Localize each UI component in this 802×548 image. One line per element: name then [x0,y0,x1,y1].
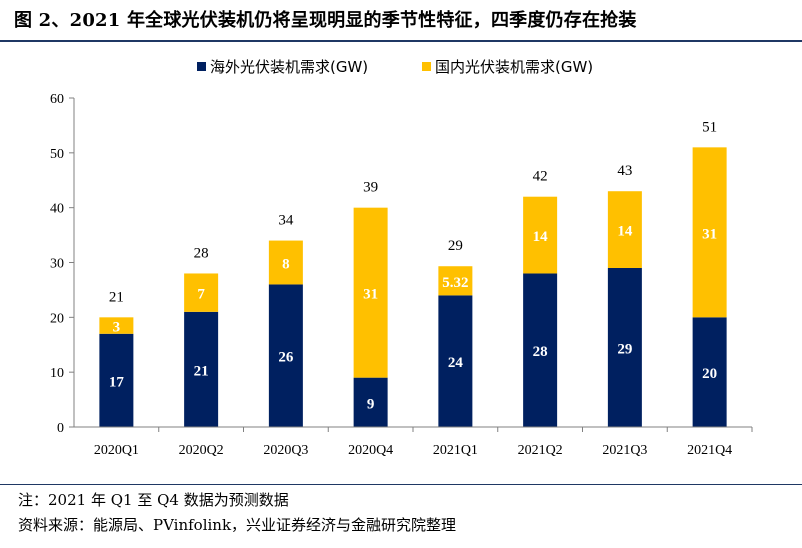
bar-domestic [692,147,727,318]
y-tick-label: 10 [50,366,64,381]
bar-domestic [184,273,219,312]
y-tick-label: 40 [50,202,64,217]
data-label-domestic: 14 [617,224,633,240]
stacked-bar-chart: 海外光伏装机需求(GW) 国内光伏装机需求(GW) 0102030405060 … [50,58,753,458]
notes: 注：2021 年 Q1 至 Q4 数据为预测数据 资料来源：能源局、PVinfo… [18,488,456,538]
x-tick-label: 2021Q4 [687,443,732,458]
data-label-domestic: 31 [363,287,378,303]
data-label-overseas: 24 [448,355,464,371]
legend-label-overseas: 海外光伏装机需求(GW) [210,58,368,76]
legend-swatch-domestic [422,62,431,71]
total-label: 21 [109,289,124,305]
x-tick-label: 2021Q2 [518,443,563,458]
bar-overseas [184,311,219,427]
forecast-note: 注：2021 年 Q1 至 Q4 数据为预测数据 [18,491,289,509]
y-tick-label: 20 [50,311,64,326]
bar-overseas [99,333,134,427]
total-label: 28 [194,245,209,261]
bar-overseas [523,273,558,427]
bar-domestic [438,266,473,296]
bars: 17 3 21 21 7 28 26 8 34 9 31 39 24 5.32 29 28 14 42 29 14 43… [99,119,727,427]
bar-overseas [438,295,473,427]
figure-title: 图 2、2021 年全球光伏装机仍将呈现明显的季节性特征，四季度仍存在抢装 [14,10,637,31]
data-label-overseas: 28 [533,344,548,360]
bar-overseas [353,377,388,427]
x-tick-label: 2020Q4 [348,443,393,458]
bar-domestic [353,207,388,378]
total-label: 51 [702,119,717,135]
x-axis: 2020Q1 2020Q2 2020Q3 2020Q4 2021Q1 2021Q2 2021… [74,426,753,458]
bar-domestic [268,240,303,285]
data-label-overseas: 21 [194,363,209,379]
y-tick-label: 30 [50,257,64,272]
bar-domestic [523,196,558,274]
y-tick-label: 0 [57,421,64,436]
x-tick-label: 2020Q3 [263,443,308,458]
x-tick-label: 2020Q2 [179,443,224,458]
total-label: 43 [617,163,632,179]
bar-domestic [99,317,134,334]
data-label-domestic: 3 [113,320,121,336]
data-label-overseas: 20 [702,366,717,382]
y-tick-label: 60 [50,92,64,107]
legend-label-domestic: 国内光伏装机需求(GW) [435,58,593,76]
x-tick-label: 2021Q3 [602,443,647,458]
y-tick-label: 50 [50,147,64,162]
x-tick-label: 2020Q1 [94,443,139,458]
bar-overseas [607,267,642,427]
bar-overseas [268,284,303,427]
legend-swatch-overseas [197,62,206,71]
total-label: 39 [363,180,378,196]
data-label-domestic: 8 [282,257,290,273]
data-label-overseas: 29 [617,341,632,357]
total-label: 29 [448,238,463,254]
source-note: 资料来源：能源局、PVinfolink，兴业证券经济与金融研究院整理 [18,516,457,534]
total-label: 34 [278,213,294,229]
title-divider [0,40,802,42]
data-label-overseas: 17 [109,374,125,390]
notes-divider [0,484,802,485]
x-tick-label: 2021Q1 [433,443,478,458]
bar-overseas [692,317,727,427]
data-label-domestic: 7 [197,287,205,303]
data-label-domestic: 14 [533,229,549,245]
data-label-domestic: 31 [702,226,717,242]
y-axis: 0 10 20 30 40 50 60 [50,92,75,436]
data-label-overseas: 26 [278,350,294,366]
data-label-domestic: 5.32 [442,275,468,291]
data-label-overseas: 9 [367,396,375,412]
legend: 海外光伏装机需求(GW) 国内光伏装机需求(GW) [197,58,593,76]
bar-domestic [607,191,642,268]
total-label: 42 [533,169,548,185]
